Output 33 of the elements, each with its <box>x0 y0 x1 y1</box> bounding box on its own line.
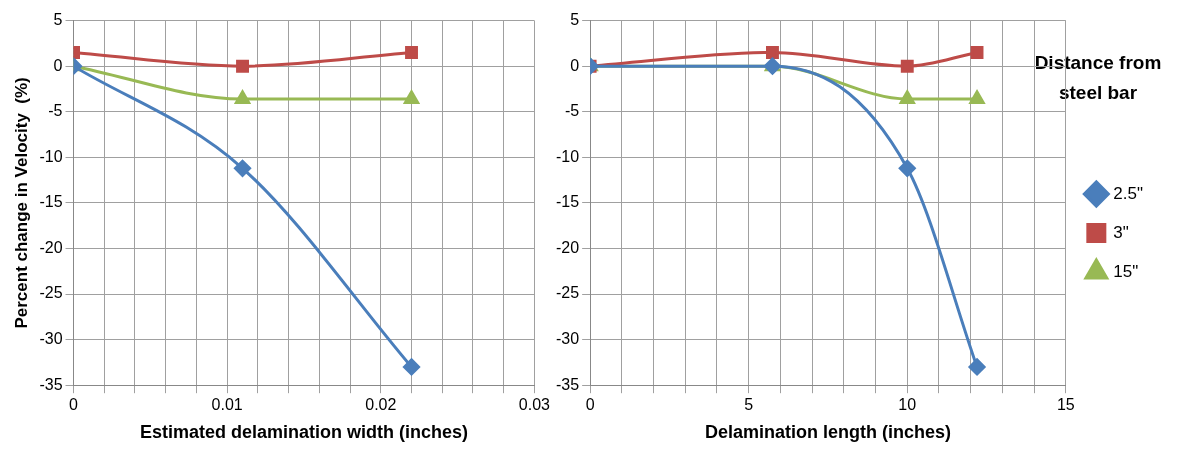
y-tick-label: -25 <box>39 284 63 302</box>
y-tick-label: -15 <box>556 193 580 211</box>
y-tick-label: -35 <box>556 375 580 393</box>
legend-title: Distance from steel bar <box>1033 51 1163 105</box>
legend-label: 2.5" <box>1113 183 1143 203</box>
y-tick-label: -30 <box>39 330 63 348</box>
x-axis-title: Delamination length (inches) <box>704 422 951 443</box>
y-tick-label: -35 <box>39 375 63 393</box>
x-tick-label: 0.03 <box>518 396 551 414</box>
x-tick-label: 15 <box>1056 396 1075 414</box>
y-tick-label: -10 <box>39 147 63 165</box>
y-axis-title: Percent change in Velocity (%) <box>11 77 31 329</box>
x-tick-label: 5 <box>744 396 754 414</box>
y-tick-label: -20 <box>39 238 63 256</box>
y-tick-label: -15 <box>39 193 63 211</box>
x-tick-label: 0 <box>585 396 595 414</box>
x-tick-label: 10 <box>898 396 917 414</box>
y-tick-label: 5 <box>53 11 63 29</box>
y-tick-label: 0 <box>570 56 580 74</box>
y-tick-label: -5 <box>564 102 580 120</box>
legend-label: 3" <box>1113 222 1129 242</box>
x-axis-title: Estimated delamination width (inches) <box>139 422 468 443</box>
y-tick-label: 5 <box>570 11 580 29</box>
y-tick-label: 0 <box>53 56 63 74</box>
y-tick-label: -30 <box>556 330 580 348</box>
legend-label: 15" <box>1113 261 1139 281</box>
y-tick-label: -20 <box>556 238 580 256</box>
x-tick-label: 0.01 <box>211 396 243 414</box>
y-tick-label: -25 <box>556 284 580 302</box>
y-tick-label: -5 <box>48 102 63 120</box>
y-tick-label: -10 <box>556 147 580 165</box>
x-tick-label: 0 <box>69 396 79 414</box>
x-tick-label: 0.02 <box>365 396 397 414</box>
